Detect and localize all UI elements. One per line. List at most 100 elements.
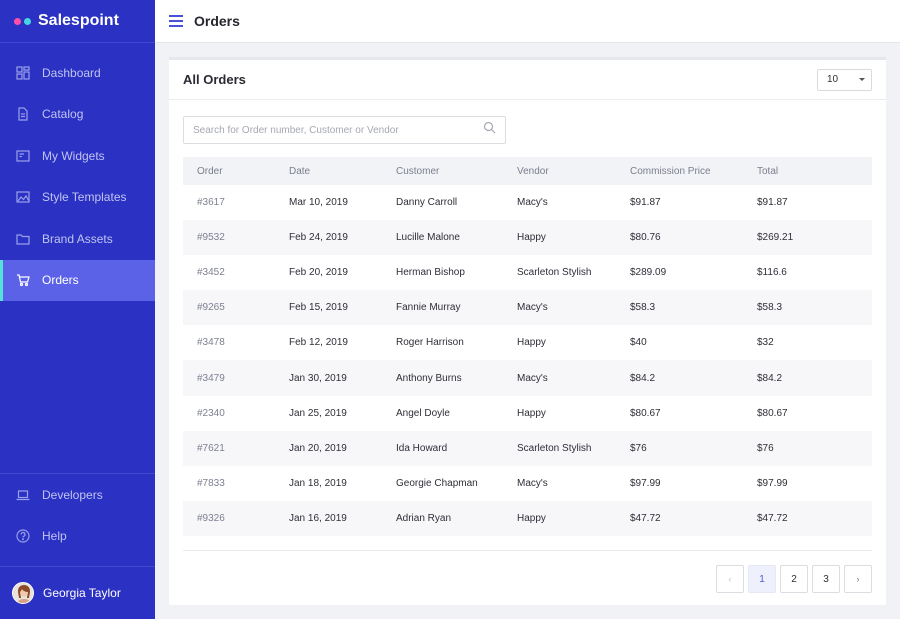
cell-total: $97.99 bbox=[757, 477, 788, 489]
orders-table: Order Date Customer Vendor Commission Pr… bbox=[183, 157, 872, 536]
cell-commission-price: $47.72 bbox=[616, 500, 743, 536]
cell-total: $91.87 bbox=[757, 197, 788, 209]
sidebar-item-label: Dashboard bbox=[42, 65, 101, 80]
cell-commission-price: $76 bbox=[616, 430, 743, 466]
page-size-value: 10 bbox=[827, 74, 839, 85]
cell-vendor: Scarleton Stylish bbox=[503, 430, 616, 466]
sidebar-item-developers[interactable]: Developers bbox=[0, 474, 155, 516]
cell-total: $80.67 bbox=[757, 407, 788, 419]
cell-vendor: Macy's bbox=[517, 477, 548, 489]
card-header: All Orders 10 bbox=[169, 60, 886, 100]
cell-customer: Danny Carroll bbox=[396, 197, 458, 209]
cell-commission-price: $40 bbox=[630, 337, 647, 349]
sidebar-item-help[interactable]: Help bbox=[0, 516, 155, 558]
cell-order[interactable]: #2340 bbox=[197, 407, 225, 419]
image-icon bbox=[16, 190, 30, 204]
cell-order[interactable]: #3478 bbox=[197, 337, 225, 349]
cell-customer: Angel Doyle bbox=[396, 407, 450, 419]
cell-date: Jan 25, 2019 bbox=[289, 407, 347, 419]
column-header-total[interactable]: Total bbox=[743, 157, 872, 185]
brand[interactable]: Salespoint bbox=[0, 0, 155, 43]
cell-order[interactable]: #3479 bbox=[183, 360, 275, 396]
cell-vendor: Happy bbox=[503, 220, 616, 256]
page-size-select[interactable]: 10 bbox=[817, 68, 872, 91]
column-header-commission-price[interactable]: Commission Price bbox=[616, 157, 743, 185]
prev-page-button[interactable]: ‹ bbox=[716, 565, 744, 593]
cell-customer: Ida Howard bbox=[382, 430, 503, 466]
column-header-vendor[interactable]: Vendor bbox=[503, 157, 616, 185]
cell-total: $116.6 bbox=[757, 267, 787, 279]
table-row[interactable]: #2340 Jan 25, 2019 Angel Doyle Happy $80.67 $… bbox=[183, 396, 872, 431]
table-row[interactable]: #3452 Feb 20, 2019 Herman Bishop Scarleton … bbox=[183, 255, 872, 290]
sidebar-item-my-widgets[interactable]: My Widgets bbox=[0, 135, 155, 177]
divider bbox=[183, 550, 872, 551]
cell-date: Feb 24, 2019 bbox=[275, 220, 382, 256]
cell-order[interactable]: #7833 bbox=[197, 477, 225, 489]
sidebar-item-brand-assets[interactable]: Brand Assets bbox=[0, 218, 155, 260]
sidebar-item-orders[interactable]: Orders bbox=[0, 259, 155, 301]
table-row[interactable]: #3478 Feb 12, 2019 Roger Harrison Happy $40 $… bbox=[183, 325, 872, 360]
orders-card: All Orders 10 Order Date Customer Vendor… bbox=[169, 57, 886, 605]
sidebar-item-label: Catalog bbox=[42, 107, 84, 122]
cell-commission-price: $80.76 bbox=[616, 220, 743, 256]
cell-vendor: Macy's bbox=[517, 197, 548, 209]
search-icon[interactable] bbox=[483, 121, 496, 139]
cell-commission-price: $58.3 bbox=[616, 290, 743, 326]
cell-vendor: Scarleton Stylish bbox=[517, 267, 592, 279]
sidebar-item-label: Help bbox=[42, 529, 67, 544]
cell-vendor: Macy's bbox=[503, 360, 616, 396]
cell-total: $32 bbox=[757, 337, 774, 349]
cell-order[interactable]: #9326 bbox=[183, 500, 275, 536]
user-profile[interactable]: Georgia Taylor bbox=[0, 566, 155, 619]
cell-customer: Roger Harrison bbox=[396, 337, 464, 349]
column-header-date[interactable]: Date bbox=[275, 157, 382, 185]
sidebar-item-style-templates[interactable]: Style Templates bbox=[0, 177, 155, 219]
cell-date: Jan 18, 2019 bbox=[289, 477, 347, 489]
sidebar-nav: Dashboard Catalog My Widgets Style Templ… bbox=[0, 52, 155, 301]
table-row[interactable]: #3617 Mar 10, 2019 Danny Carroll Macy's $91.… bbox=[183, 185, 872, 220]
sidebar-item-label: Brand Assets bbox=[42, 231, 113, 246]
sidebar: Salespoint Dashboard Catalog My Widgets … bbox=[0, 0, 155, 619]
widget-icon bbox=[16, 149, 30, 163]
cell-order[interactable]: #3617 bbox=[197, 197, 225, 209]
cell-date: Feb 12, 2019 bbox=[289, 337, 348, 349]
table-row[interactable]: #9265 Feb 15, 2019 Fannie Murray Macy's $58.… bbox=[183, 290, 872, 326]
table-row[interactable]: #9326 Jan 16, 2019 Adrian Ryan Happy $47.72 $… bbox=[183, 500, 872, 536]
menu-icon[interactable] bbox=[169, 15, 183, 27]
cell-total: $47.72 bbox=[743, 500, 872, 536]
cell-commission-price: $84.2 bbox=[616, 360, 743, 396]
cell-date: Jan 16, 2019 bbox=[275, 500, 382, 536]
sidebar-item-label: Style Templates bbox=[42, 190, 127, 205]
cell-commission-price: $97.99 bbox=[630, 477, 661, 489]
dashboard-icon bbox=[16, 66, 30, 80]
cell-order[interactable]: #9532 bbox=[183, 220, 275, 256]
cell-order[interactable]: #3452 bbox=[197, 267, 225, 279]
page-button-1[interactable]: 1 bbox=[748, 565, 776, 593]
cell-vendor: Happy bbox=[517, 407, 546, 419]
table-row[interactable]: #3479 Jan 30, 2019 Anthony Burns Macy's $84.… bbox=[183, 360, 872, 396]
column-header-order[interactable]: Order bbox=[183, 157, 275, 185]
chevron-down-icon bbox=[859, 78, 865, 81]
cell-order[interactable]: #7621 bbox=[183, 430, 275, 466]
table-header-row: Order Date Customer Vendor Commission Pr… bbox=[183, 157, 872, 185]
cell-date: Mar 10, 2019 bbox=[289, 197, 348, 209]
page-button-3[interactable]: 3 bbox=[812, 565, 840, 593]
table-row[interactable]: #9532 Feb 24, 2019 Lucille Malone Happy $80.… bbox=[183, 220, 872, 256]
cell-total: $76 bbox=[743, 430, 872, 466]
document-icon bbox=[16, 107, 30, 121]
search-box bbox=[183, 116, 506, 144]
column-header-customer[interactable]: Customer bbox=[382, 157, 503, 185]
sidebar-item-catalog[interactable]: Catalog bbox=[0, 94, 155, 136]
page-button-2[interactable]: 2 bbox=[780, 565, 808, 593]
table-row[interactable]: #7621 Jan 20, 2019 Ida Howard Scarleton Sty… bbox=[183, 430, 872, 466]
table-row[interactable]: #7833 Jan 18, 2019 Georgie Chapman Macy's $9… bbox=[183, 466, 872, 501]
cell-total: $269.21 bbox=[743, 220, 872, 256]
brand-name: Salespoint bbox=[38, 12, 119, 29]
sidebar-item-dashboard[interactable]: Dashboard bbox=[0, 52, 155, 94]
brand-logo-icon bbox=[14, 17, 31, 25]
cell-date: Feb 20, 2019 bbox=[289, 267, 348, 279]
cell-vendor: Macy's bbox=[503, 290, 616, 326]
cell-order[interactable]: #9265 bbox=[183, 290, 275, 326]
next-page-button[interactable]: › bbox=[844, 565, 872, 593]
search-input[interactable] bbox=[193, 124, 483, 136]
